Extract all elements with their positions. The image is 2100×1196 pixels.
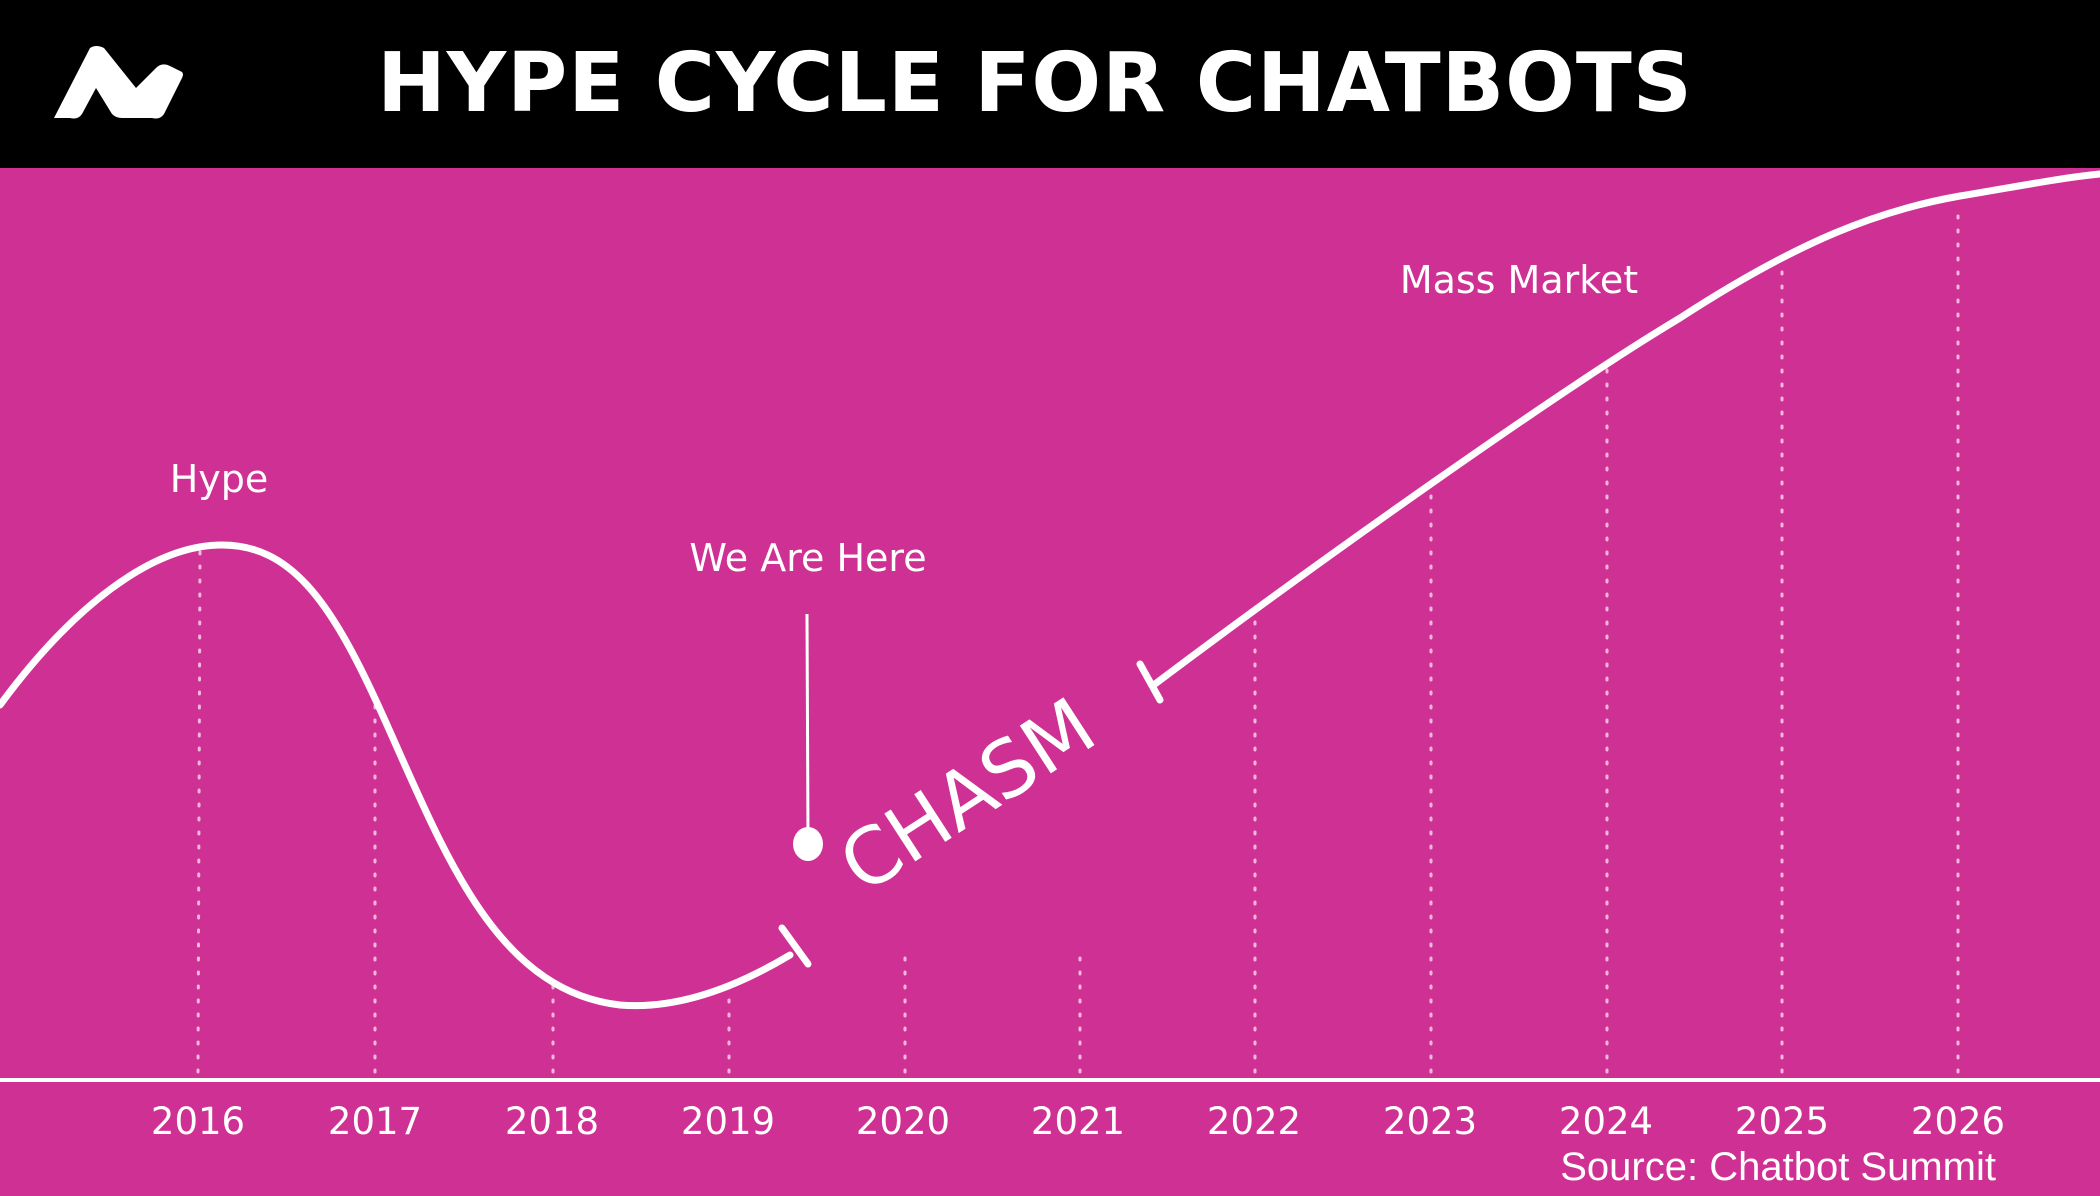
tick-label-2024: 2024: [1559, 1100, 1653, 1143]
tick-label-2017: 2017: [328, 1100, 422, 1143]
grid-lines: [196, 204, 1960, 1074]
tick-label-2025: 2025: [1735, 1100, 1829, 1143]
tick-label-2019: 2019: [681, 1100, 775, 1143]
page-title: HYPE CYCLE FOR CHATBOTS: [377, 36, 1693, 131]
source-credit: Source: Chatbot Summit: [1560, 1145, 1996, 1189]
chasm-right-tick: [1136, 660, 1164, 704]
we-are-here-dot: [793, 827, 823, 861]
tick-label-2016: 2016: [151, 1100, 245, 1143]
chasm-label: CHASM: [825, 681, 1112, 911]
tick-label-2020: 2020: [856, 1100, 950, 1143]
tick-label-2018: 2018: [505, 1100, 599, 1143]
hype-label: Hype: [170, 457, 269, 501]
we-are-here-pointer: [805, 613, 810, 839]
mass-market-curve: [1151, 170, 2100, 688]
we-are-here-label: We Are Here: [689, 536, 926, 580]
chasm-left-tick: [778, 924, 812, 968]
mass-market-label: Mass Market: [1400, 258, 1638, 302]
grid-line-2016: [196, 550, 202, 1074]
tick-label-2026: 2026: [1911, 1100, 2005, 1143]
tick-label-2021: 2021: [1031, 1100, 1125, 1143]
tick-label-2023: 2023: [1383, 1100, 1477, 1143]
hype-curve: [0, 541, 794, 1010]
tick-label-2022: 2022: [1207, 1100, 1301, 1143]
x-axis-ticks: 2016 2017 2018 2019 2020 2021 2022 2023 …: [151, 1100, 2005, 1143]
header-bar: HYPE CYCLE FOR CHATBOTS: [0, 0, 2100, 168]
brand-logo-icon: [54, 46, 183, 119]
